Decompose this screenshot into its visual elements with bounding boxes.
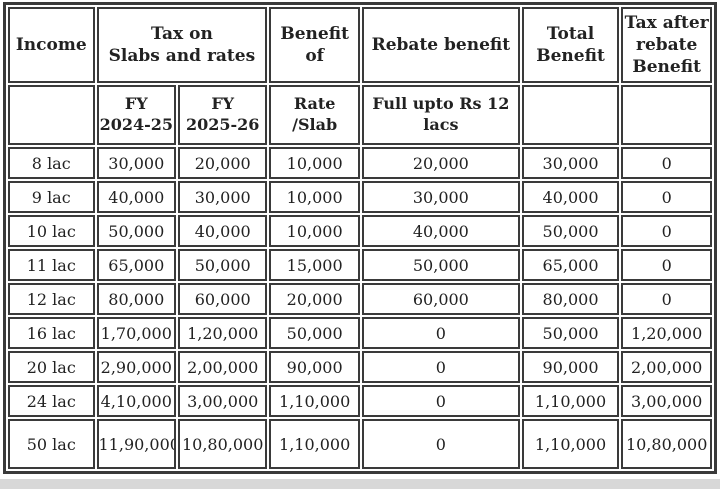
cell-rebate-benefit: 50,000 bbox=[361, 249, 520, 281]
table-row-11-lac: 11 lac 65,000 50,000 15,000 50,000 65,00… bbox=[8, 249, 712, 281]
cell-rebate-benefit: 0 bbox=[361, 351, 520, 383]
cell-income: 20 lac bbox=[8, 351, 95, 383]
cell-tax-fy2526: 10,80,000 bbox=[178, 419, 268, 469]
cell-tax-fy2425: 11,90,000 bbox=[96, 419, 177, 469]
table-row-9-lac: 9 lac 40,000 30,000 10,000 30,000 40,000… bbox=[8, 181, 712, 213]
cell-rate-slab-benefit: 10,000 bbox=[269, 147, 360, 179]
tax-benefit-table: Income Tax on Slabs and rates Benefit of… bbox=[3, 2, 717, 474]
cell-rate-slab-benefit: 10,000 bbox=[269, 215, 360, 247]
cell-rate-slab-benefit: 50,000 bbox=[269, 317, 360, 349]
cell-total-benefit: 65,000 bbox=[521, 249, 620, 281]
cell-total-benefit: 40,000 bbox=[521, 181, 620, 213]
cell-total-benefit: 80,000 bbox=[521, 283, 620, 315]
cell-tax-fy2526: 30,000 bbox=[178, 181, 268, 213]
table-row-20-lac: 20 lac 2,90,000 2,00,000 90,000 0 90,000… bbox=[8, 351, 712, 383]
cell-tax-fy2526: 3,00,000 bbox=[178, 385, 268, 417]
col-header-benefit-of: Benefit of bbox=[269, 7, 360, 83]
col-header-total-benefit: Total Benefit bbox=[521, 7, 620, 83]
cell-tax-fy2526: 40,000 bbox=[178, 215, 268, 247]
cell-income: 50 lac bbox=[8, 419, 95, 469]
subheader-full-upto-rs-12-lacs: Full upto Rs 12 lacs bbox=[361, 85, 520, 145]
cell-rebate-benefit: 0 bbox=[361, 385, 520, 417]
header-row-2: FY 2024-25 FY 2025-26 Rate /Slab Full up… bbox=[8, 85, 712, 145]
cell-rebate-benefit: 0 bbox=[361, 419, 520, 469]
cell-tax-after-rebate: 3,00,000 bbox=[621, 385, 712, 417]
table-row-8-lac: 8 lac 30,000 20,000 10,000 20,000 30,000… bbox=[8, 147, 712, 179]
cell-tax-fy2526: 50,000 bbox=[178, 249, 268, 281]
cell-tax-after-rebate: 1,20,000 bbox=[621, 317, 712, 349]
cell-income: 8 lac bbox=[8, 147, 95, 179]
cell-tax-after-rebate: 0 bbox=[621, 147, 712, 179]
cell-rate-slab-benefit: 1,10,000 bbox=[269, 419, 360, 469]
subheader-rate-slab: Rate /Slab bbox=[269, 85, 360, 145]
col-header-tax-on-slabs-and-rates: Tax on Slabs and rates bbox=[96, 7, 268, 83]
cell-rate-slab-benefit: 15,000 bbox=[269, 249, 360, 281]
subheader-tax-after-empty bbox=[621, 85, 712, 145]
table-row-10-lac: 10 lac 50,000 40,000 10,000 40,000 50,00… bbox=[8, 215, 712, 247]
cell-income: 9 lac bbox=[8, 181, 95, 213]
cell-income: 10 lac bbox=[8, 215, 95, 247]
cell-rate-slab-benefit: 20,000 bbox=[269, 283, 360, 315]
subheader-total-benefit-empty bbox=[521, 85, 620, 145]
table-row-50-lac: 50 lac 11,90,000 10,80,000 1,10,000 0 1,… bbox=[8, 419, 712, 469]
cell-tax-fy2526: 60,000 bbox=[178, 283, 268, 315]
cell-tax-fy2425: 4,10,000 bbox=[96, 385, 177, 417]
cell-rebate-benefit: 60,000 bbox=[361, 283, 520, 315]
cell-tax-fy2425: 40,000 bbox=[96, 181, 177, 213]
cell-income: 24 lac bbox=[8, 385, 95, 417]
cell-income: 11 lac bbox=[8, 249, 95, 281]
subheader-fy-2025-26: FY 2025-26 bbox=[178, 85, 268, 145]
header-row-1: Income Tax on Slabs and rates Benefit of… bbox=[8, 7, 712, 83]
cell-tax-after-rebate: 10,80,000 bbox=[621, 419, 712, 469]
col-header-tax-after-rebate-benefit: Tax after rebate Benefit bbox=[621, 7, 712, 83]
table-row-24-lac: 24 lac 4,10,000 3,00,000 1,10,000 0 1,10… bbox=[8, 385, 712, 417]
cell-income: 12 lac bbox=[8, 283, 95, 315]
cell-tax-fy2425: 80,000 bbox=[96, 283, 177, 315]
cell-rate-slab-benefit: 10,000 bbox=[269, 181, 360, 213]
cell-total-benefit: 90,000 bbox=[521, 351, 620, 383]
cell-tax-fy2425: 1,70,000 bbox=[96, 317, 177, 349]
cell-rate-slab-benefit: 1,10,000 bbox=[269, 385, 360, 417]
cell-tax-after-rebate: 0 bbox=[621, 249, 712, 281]
cell-tax-fy2425: 2,90,000 bbox=[96, 351, 177, 383]
cell-tax-fy2526: 20,000 bbox=[178, 147, 268, 179]
cell-total-benefit: 50,000 bbox=[521, 215, 620, 247]
cell-tax-after-rebate: 0 bbox=[621, 181, 712, 213]
cell-tax-fy2425: 50,000 bbox=[96, 215, 177, 247]
cell-rebate-benefit: 30,000 bbox=[361, 181, 520, 213]
cell-total-benefit: 1,10,000 bbox=[521, 419, 620, 469]
cell-total-benefit: 50,000 bbox=[521, 317, 620, 349]
cell-tax-fy2526: 1,20,000 bbox=[178, 317, 268, 349]
cell-rebate-benefit: 0 bbox=[361, 317, 520, 349]
cell-tax-after-rebate: 2,00,000 bbox=[621, 351, 712, 383]
cell-rebate-benefit: 40,000 bbox=[361, 215, 520, 247]
table-row-12-lac: 12 lac 80,000 60,000 20,000 60,000 80,00… bbox=[8, 283, 712, 315]
subheader-fy-2024-25: FY 2024-25 bbox=[96, 85, 177, 145]
cell-tax-fy2425: 65,000 bbox=[96, 249, 177, 281]
cell-income: 16 lac bbox=[8, 317, 95, 349]
page-bottom-margin bbox=[0, 479, 720, 489]
cell-rebate-benefit: 20,000 bbox=[361, 147, 520, 179]
cell-tax-fy2425: 30,000 bbox=[96, 147, 177, 179]
cell-tax-after-rebate: 0 bbox=[621, 215, 712, 247]
cell-rate-slab-benefit: 90,000 bbox=[269, 351, 360, 383]
cell-tax-after-rebate: 0 bbox=[621, 283, 712, 315]
col-header-income: Income bbox=[8, 7, 95, 83]
cell-total-benefit: 30,000 bbox=[521, 147, 620, 179]
table-row-16-lac: 16 lac 1,70,000 1,20,000 50,000 0 50,000… bbox=[8, 317, 712, 349]
col-header-rebate-benefit: Rebate benefit bbox=[361, 7, 520, 83]
cell-tax-fy2526: 2,00,000 bbox=[178, 351, 268, 383]
subheader-income-empty bbox=[8, 85, 95, 145]
cell-total-benefit: 1,10,000 bbox=[521, 385, 620, 417]
